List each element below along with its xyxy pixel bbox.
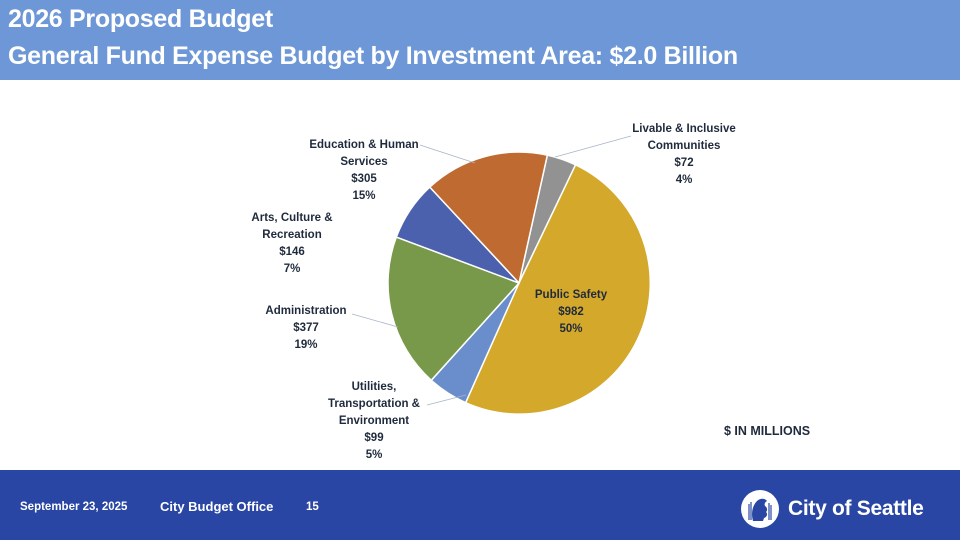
data-label-education-human-services: Education & Human Services $305 15% <box>309 139 418 202</box>
footer-office: City Budget Office <box>160 499 274 514</box>
pie-slice-public-safety <box>464 163 651 415</box>
leader-line-livable-inclusive-communities <box>554 135 632 158</box>
units-note: $ IN MILLIONS <box>724 424 811 438</box>
leader-line-administration <box>351 313 399 328</box>
leader-line-utilities-transportation-environment <box>426 394 467 406</box>
city-wordmark: City of Seattle <box>788 497 924 520</box>
data-label-public-safety: Public Safety $982 50% <box>535 289 608 335</box>
footer-date: September 23, 2025 <box>20 501 128 513</box>
footer-bar: September 23, 2025 City Budget Office 15… <box>0 470 960 540</box>
data-label-livable-inclusive-communities: Livable & Inclusive Communities $72 4% <box>632 123 736 186</box>
pie-slice-education-human-services <box>428 151 549 285</box>
data-label-utilities-transportation-environment: Utilities, Transportation & Environment $99… <box>328 381 420 461</box>
pie-chart: Livable & Inclusive Communities $72 4% Publi… <box>251 123 736 461</box>
pie-slice-administration <box>387 236 521 382</box>
data-label-arts-culture-recreation: Arts, Culture & Recreation $146 7% <box>251 212 332 275</box>
title-banner: 2026 Proposed Budget General Fund Expens… <box>0 0 960 80</box>
city-seal-icon <box>741 490 779 528</box>
slide-title: 2026 Proposed Budget <box>8 5 273 33</box>
data-label-administration: Administration $377 19% <box>265 305 346 351</box>
slide-subtitle: General Fund Expense Budget by Investmen… <box>8 42 738 70</box>
page-number: 15 <box>306 501 319 513</box>
leader-line-education-human-services <box>419 144 476 164</box>
